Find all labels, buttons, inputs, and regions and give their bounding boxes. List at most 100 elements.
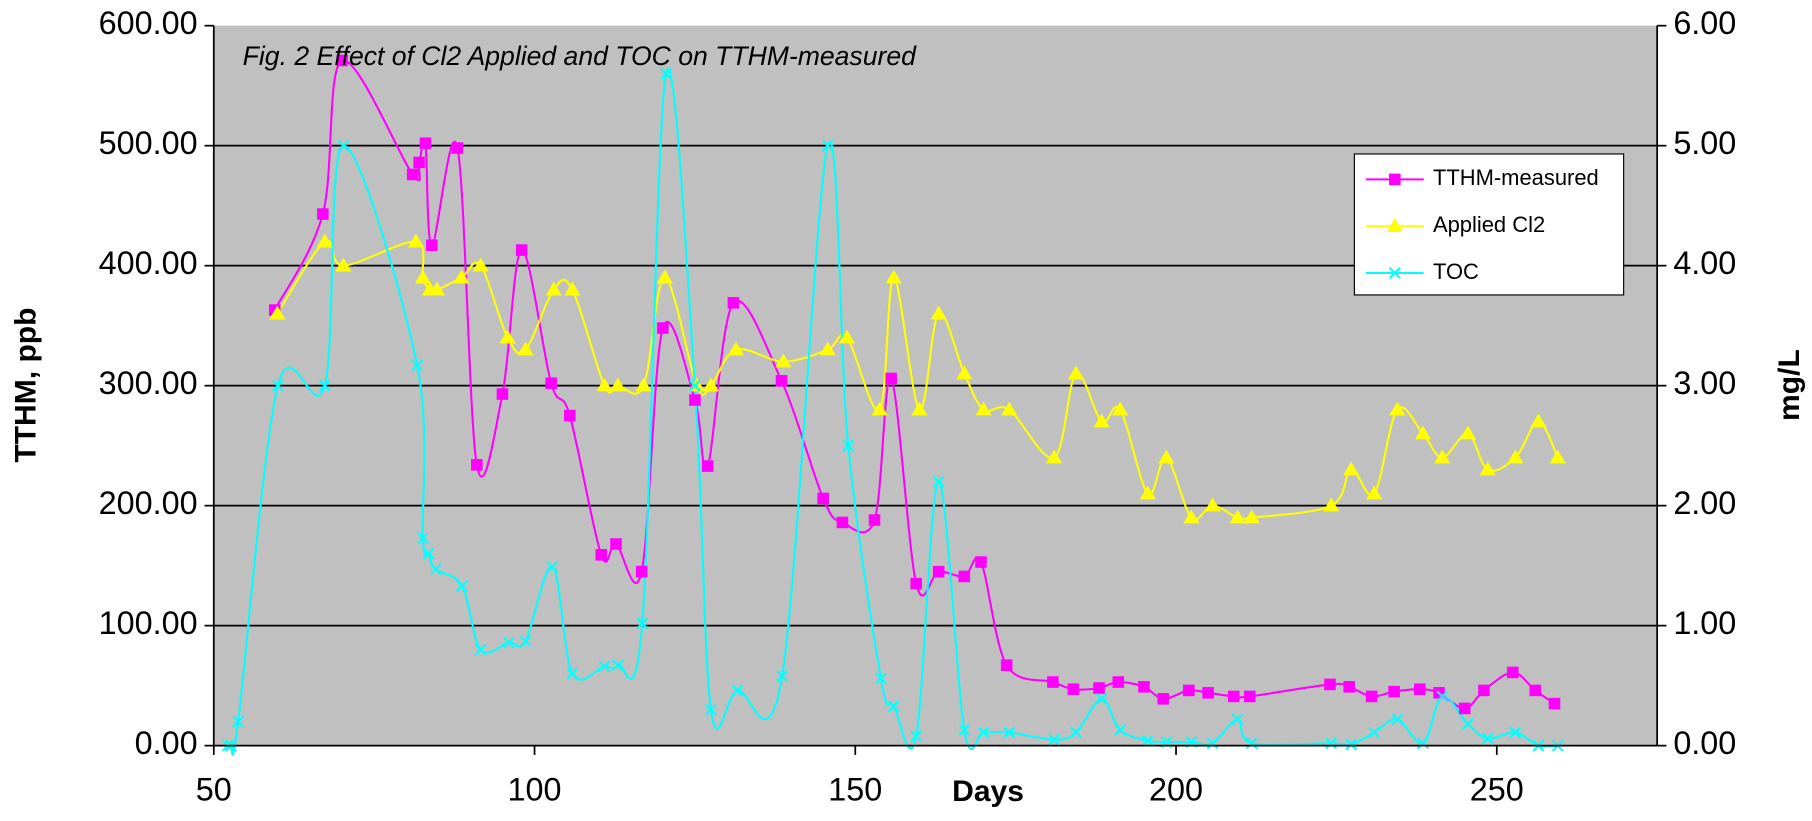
marker: [502, 636, 515, 649]
marker: [1417, 737, 1429, 750]
marker: [426, 239, 438, 252]
marker: [474, 643, 487, 656]
marker: [611, 659, 624, 672]
marker: [428, 281, 446, 296]
marker: [1414, 683, 1426, 696]
marker: [515, 244, 528, 256]
marker: [1227, 690, 1240, 703]
marker: [1183, 684, 1195, 697]
marker: [1093, 682, 1105, 694]
marker: [930, 305, 947, 320]
marker: [335, 257, 352, 272]
marker: [317, 208, 329, 220]
marker: [842, 439, 855, 452]
x-tick-label: 50: [196, 771, 232, 807]
marker: [910, 577, 923, 590]
marker: [1507, 449, 1524, 464]
legend: TTHM-measured Applied Cl2 TOC: [1353, 153, 1625, 296]
marker: [1093, 413, 1110, 428]
marker: [598, 660, 611, 673]
marker: [885, 269, 902, 284]
x-tick-label: 100: [508, 771, 562, 807]
marker: [1343, 461, 1360, 476]
marker: [887, 700, 900, 712]
marker: [688, 379, 701, 392]
marker: [517, 341, 534, 356]
marker: [407, 233, 424, 248]
marker: [975, 401, 992, 416]
marker: [1112, 401, 1129, 416]
series-markers: [221, 54, 1566, 752]
marker: [499, 329, 516, 344]
marker: [977, 726, 990, 739]
marker: [1001, 401, 1018, 416]
marker: [817, 492, 829, 505]
marker: [1386, 218, 1403, 232]
marker: [975, 556, 987, 568]
marker: [956, 365, 973, 380]
y-tick-label: 200.00: [99, 485, 198, 521]
marker: [1368, 726, 1381, 739]
marker: [775, 375, 788, 387]
marker: [1345, 738, 1358, 751]
marker: [232, 715, 245, 728]
marker: [727, 341, 745, 356]
marker: [1343, 681, 1356, 693]
marker: [910, 730, 923, 742]
marker: [416, 532, 429, 544]
marker: [1436, 690, 1449, 703]
x-axis-title: Days: [952, 775, 1024, 808]
marker: [1067, 683, 1080, 696]
marker: [1231, 713, 1244, 726]
marker: [1202, 687, 1214, 699]
series-line: [227, 68, 1558, 757]
y-tick-label: 500.00: [99, 125, 198, 161]
marker: [1245, 737, 1258, 750]
marker: [414, 269, 432, 284]
chart-title: Fig. 2 Effect of Cl2 Applied and TOC on …: [243, 41, 917, 71]
marker: [1324, 678, 1336, 691]
marker: [609, 377, 627, 392]
marker: [1157, 693, 1169, 705]
marker: [1204, 497, 1221, 512]
marker: [1139, 485, 1156, 500]
marker: [911, 401, 928, 416]
marker: [413, 156, 425, 169]
marker: [1114, 724, 1127, 736]
y-tick-label: 600.00: [99, 5, 198, 41]
marker: [1507, 666, 1519, 679]
marker: [636, 617, 649, 630]
marker: [1000, 659, 1013, 672]
marker: [705, 703, 717, 716]
marker: [775, 353, 792, 368]
marker: [1229, 509, 1246, 524]
marker: [336, 54, 348, 67]
y2-tick-label: 2.00: [1673, 485, 1736, 521]
marker: [660, 67, 672, 80]
legend-label: Applied Cl2: [1433, 212, 1545, 237]
x-tick-label: 200: [1149, 771, 1203, 807]
marker: [885, 372, 897, 385]
marker: [1047, 676, 1059, 688]
y2-tick-label: 1.00: [1673, 605, 1736, 641]
marker: [1530, 413, 1547, 428]
marker: [422, 547, 435, 560]
marker: [932, 475, 945, 488]
marker: [689, 394, 701, 406]
marker: [1479, 461, 1496, 476]
marker: [1183, 509, 1200, 524]
marker: [1389, 173, 1401, 186]
marker: [337, 139, 350, 152]
marker: [731, 684, 744, 697]
marker: [821, 139, 834, 152]
marker: [595, 549, 608, 561]
marker: [496, 388, 509, 400]
marker: [1549, 449, 1566, 464]
marker: [1478, 684, 1490, 697]
x-tick-label: 150: [828, 771, 882, 807]
marker: [635, 377, 652, 392]
marker: [1158, 449, 1175, 464]
marker: [1388, 685, 1400, 698]
marker: [1509, 726, 1522, 739]
